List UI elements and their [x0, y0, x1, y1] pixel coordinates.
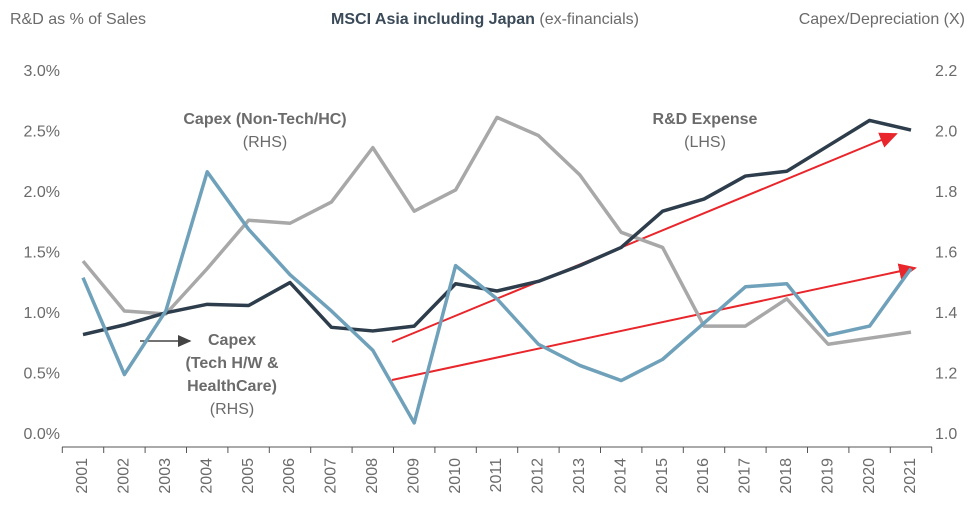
x-tick-label: 2004: [198, 458, 215, 494]
x-tick-label: 2001: [74, 458, 91, 494]
series-label: Capex (Non-Tech/HC): [183, 111, 346, 128]
x-tick-label: 2014: [612, 458, 629, 494]
series-line: [81, 115, 912, 346]
y2-tick-label: 2.2: [935, 63, 957, 80]
x-tick-label: 2007: [323, 458, 340, 494]
y2-tick-label: 1.0: [935, 426, 957, 443]
x-tick-label: 2005: [240, 458, 257, 494]
annotation: (RHS): [210, 401, 254, 418]
x-tick-label: 2020: [861, 458, 878, 494]
x-tick-label: 2018: [778, 458, 795, 494]
trend-arrow: [391, 132, 898, 343]
x-tick-label: 2006: [281, 458, 298, 494]
annotation: (LHS): [684, 134, 726, 151]
y2-tick-label: 1.8: [935, 184, 957, 201]
y-tick-label: 0.5%: [24, 366, 60, 383]
y-tick-label: 1.5%: [24, 245, 60, 262]
x-tick-label: 2009: [405, 458, 422, 494]
trend-arrow: [391, 263, 917, 381]
y2-tick-label: 1.2: [935, 366, 957, 383]
x-tick-label: 2016: [695, 458, 712, 494]
y-tick-label: 1.0%: [24, 305, 60, 322]
annotation: (Tech H/W &: [185, 355, 278, 372]
x-tick-label: 2019: [819, 458, 836, 494]
y2-axis-label: Capex/Depreciation (X): [799, 11, 965, 28]
x-tick-label: 2015: [654, 458, 671, 494]
x-tick-label: 2021: [902, 458, 919, 494]
series-line: [82, 118, 912, 337]
y2-tick-label: 2.0: [935, 124, 957, 141]
y-tick-label: 0.0%: [24, 426, 60, 443]
y-tick-label: 3.0%: [24, 63, 60, 80]
title: MSCI Asia including Japan: [331, 11, 535, 28]
x-tick-label: 2011: [488, 458, 505, 493]
y2-tick-label: 1.6: [935, 245, 957, 262]
series-label: Capex: [208, 332, 256, 349]
x-tick-label: 2010: [447, 458, 464, 494]
x-tick-label: 2012: [530, 458, 547, 494]
y-tick-label: 2.5%: [24, 124, 60, 141]
x-tick-label: 2008: [364, 458, 381, 494]
x-tick-label: 2013: [571, 458, 588, 494]
series-line: [81, 170, 913, 425]
series-label: R&D Expense: [653, 111, 758, 128]
chart-title: MSCI Asia including Japan (ex-financials…: [331, 11, 639, 28]
y-axis-label: R&D as % of Sales: [10, 11, 146, 28]
annotation: (RHS): [243, 134, 287, 151]
subtitle: (ex-financials): [539, 11, 639, 28]
y2-tick-label: 1.4: [935, 305, 957, 322]
x-tick-label: 2017: [737, 458, 754, 494]
y-tick-label: 2.0%: [24, 184, 60, 201]
x-tick-label: 2002: [116, 458, 133, 494]
x-tick-label: 2003: [157, 458, 174, 494]
annotation: HealthCare): [187, 378, 277, 395]
